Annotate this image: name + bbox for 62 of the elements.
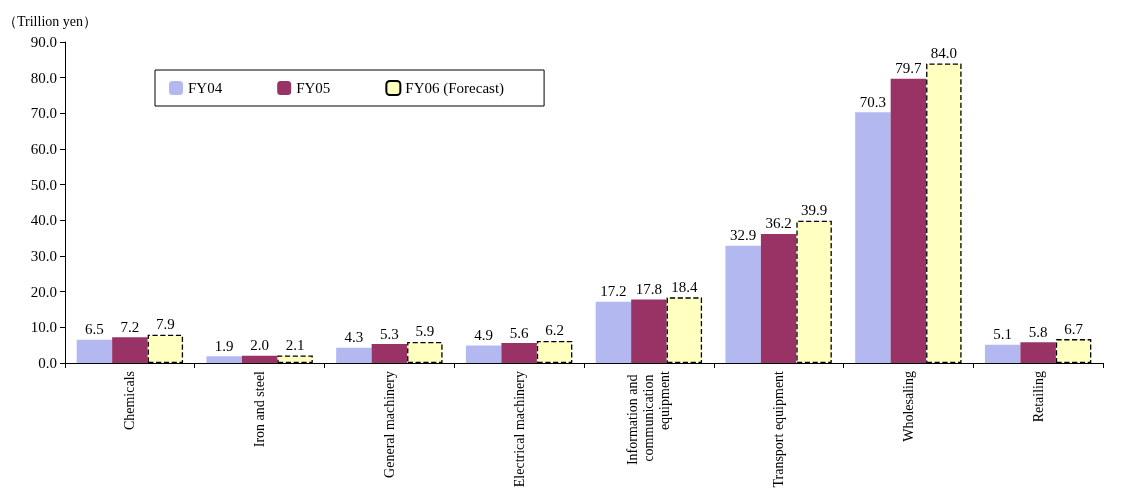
bar (595, 301, 632, 363)
x-tick-label: Transport equipment (771, 370, 787, 488)
bar (501, 343, 537, 363)
data-label: 4.3 (344, 329, 364, 346)
data-label: 2.0 (250, 337, 269, 354)
data-label: 70.3 (859, 93, 887, 110)
bar (465, 345, 502, 363)
legend-label: FY06 (Forecast) (405, 80, 505, 97)
legend-label: FY05 (296, 80, 331, 96)
data-label: 5.3 (380, 325, 399, 342)
bar (760, 233, 797, 363)
x-tick-label: Chemicals (122, 371, 138, 431)
bar (1020, 342, 1056, 363)
data-label: 79.7 (895, 60, 922, 77)
bar (725, 245, 761, 363)
x-tick-label: Iron and steel (252, 370, 268, 448)
y-tick-label: 80.0 (30, 69, 57, 86)
x-tick-label: Information and communication equipment (625, 370, 673, 466)
bar (336, 347, 372, 363)
bar (241, 355, 278, 363)
bar (112, 337, 148, 363)
data-label: 5.8 (1028, 323, 1048, 340)
data-label: 7.9 (155, 316, 175, 333)
y-tick-label: 90.0 (30, 34, 57, 50)
data-label: 6.2 (545, 322, 564, 339)
bar (855, 112, 891, 363)
x-tick-label: Wholesaling (900, 371, 916, 442)
bar (984, 344, 1021, 363)
data-label: 84.0 (930, 44, 957, 61)
data-label: 1.9 (214, 337, 234, 354)
y-tick-label: 0.0 (38, 355, 57, 371)
data-label: 6.7 (1064, 320, 1084, 337)
bar (371, 344, 408, 363)
bar (206, 356, 242, 363)
data-label: 39.9 (800, 202, 828, 219)
y-tick-label: 10.0 (30, 319, 57, 336)
data-label: 36.2 (765, 215, 792, 232)
legend-label: FY04 (188, 80, 223, 96)
x-tick-label: Retailing (1030, 371, 1046, 423)
y-tick-label: 70.0 (30, 105, 57, 122)
data-label: 18.4 (671, 278, 698, 295)
data-label: 17.8 (635, 281, 662, 298)
data-label: 2.1 (285, 337, 305, 354)
data-label: 6.5 (85, 321, 104, 338)
bar (76, 339, 113, 363)
y-tick-label: 50.0 (30, 176, 57, 193)
data-label: 4.9 (474, 327, 494, 344)
data-label: 5.6 (509, 324, 529, 341)
bar (631, 299, 667, 363)
bar (890, 78, 927, 363)
data-label: 7.2 (120, 318, 140, 335)
data-label: 17.2 (600, 283, 627, 300)
y-tick-label: 40.0 (30, 212, 57, 229)
y-tick-label: 20.0 (30, 283, 57, 300)
y-tick-label: 30.0 (30, 248, 57, 264)
data-label: 5.1 (993, 326, 1013, 343)
data-label: 32.9 (730, 227, 757, 244)
x-tick-label: General machinery (381, 371, 397, 478)
data-label: 5.9 (415, 323, 435, 340)
y-tick-label: 60.0 (30, 141, 57, 157)
y-axis-title: （Trillion yen） (3, 13, 97, 29)
x-tick-label: Electrical machinery (511, 371, 527, 488)
